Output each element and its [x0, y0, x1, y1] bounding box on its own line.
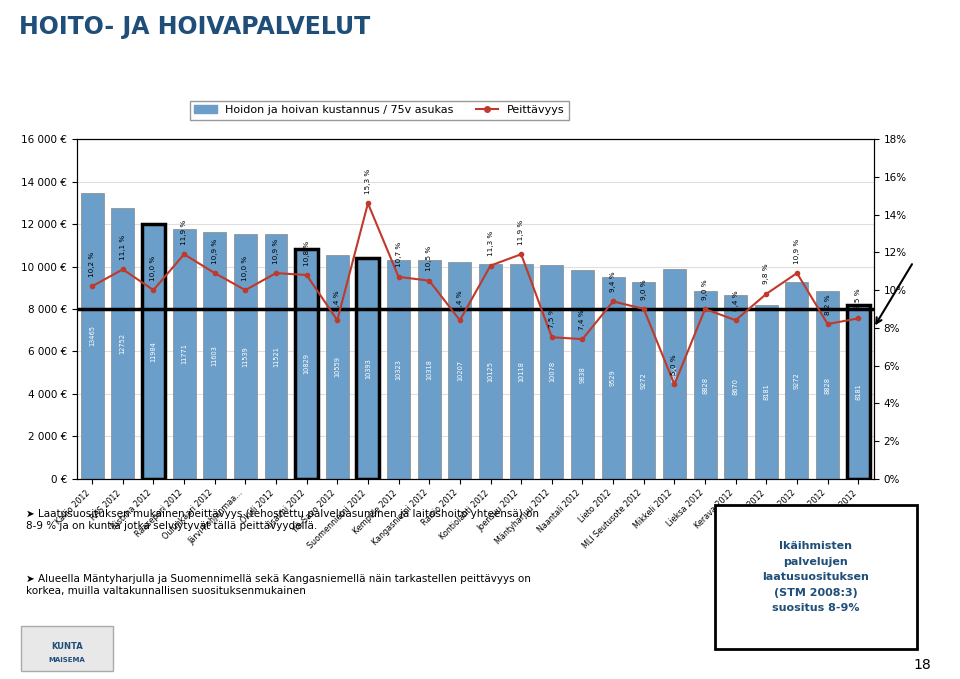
Text: 10207: 10207 [457, 360, 463, 381]
Text: 7,5 %: 7,5 % [549, 307, 555, 328]
Bar [387, 259, 410, 479]
Text: 10,0 %: 10,0 % [151, 255, 156, 280]
Bar [142, 224, 165, 479]
Bar [356, 258, 379, 479]
Text: 13465: 13465 [89, 325, 95, 346]
Text: 8670: 8670 [732, 378, 738, 395]
Text: MAISEMA: MAISEMA [49, 657, 85, 663]
Text: 10,8 %: 10,8 % [303, 240, 310, 265]
Text: 11,3 %: 11,3 % [488, 231, 493, 256]
FancyBboxPatch shape [714, 505, 918, 649]
Bar [540, 265, 564, 479]
Text: 11,9 %: 11,9 % [518, 219, 524, 245]
Text: 10125: 10125 [488, 361, 493, 382]
Text: 8828: 8828 [825, 377, 830, 394]
Bar [81, 193, 104, 479]
Text: 10,5 %: 10,5 % [426, 246, 432, 271]
Text: 8181: 8181 [763, 384, 769, 401]
Legend: Hoidon ja hoivan kustannus / 75v asukas, Peittävyys: Hoidon ja hoivan kustannus / 75v asukas,… [190, 100, 569, 120]
Bar [847, 305, 870, 479]
Text: 9,8 %: 9,8 % [763, 264, 769, 285]
Bar [479, 264, 502, 479]
Text: 5,0 %: 5,0 % [671, 354, 678, 375]
Text: 7,4 %: 7,4 % [580, 309, 586, 330]
Text: 10,0 %: 10,0 % [242, 255, 249, 280]
Text: 9,4 %: 9,4 % [611, 272, 616, 292]
Text: 9,0 %: 9,0 % [702, 279, 708, 299]
FancyBboxPatch shape [21, 625, 113, 672]
Bar [325, 255, 348, 479]
Text: 10829: 10829 [303, 353, 310, 374]
Text: 9,0 %: 9,0 % [640, 279, 647, 299]
Text: 10393: 10393 [365, 358, 371, 379]
Text: KUNTA: KUNTA [51, 642, 84, 650]
Bar [111, 208, 134, 479]
Text: TEHOSTETTU PALVELUASUMINEN JA LAITOSHOITO YHTEENSÄ: PEITTÄVYYS JA HOITO- JA
HOIV: TEHOSTETTU PALVELUASUMINEN JA LAITOSHOIT… [190, 79, 770, 115]
Text: 8,4 %: 8,4 % [334, 290, 340, 311]
Text: 10,7 %: 10,7 % [396, 242, 401, 268]
Text: 9529: 9529 [611, 369, 616, 386]
Bar [571, 270, 594, 479]
Text: ➤ Laatusuosituksen mukainen peittävyys (tehostettu palveluasuminen ja laitoshoit: ➤ Laatusuosituksen mukainen peittävyys (… [26, 509, 539, 531]
Bar [265, 234, 287, 479]
Text: 18: 18 [914, 658, 931, 672]
Bar [785, 282, 808, 479]
Text: 9272: 9272 [794, 372, 800, 389]
Text: Ikäihmisten
palvelujen
laatusuosituksen
(STM 2008:3)
suositus 8-9%: Ikäihmisten palvelujen laatusuosituksen … [762, 541, 870, 613]
Bar [602, 276, 625, 479]
Text: 11,1 %: 11,1 % [120, 235, 126, 260]
Text: 8828: 8828 [702, 377, 708, 394]
Text: 10078: 10078 [549, 361, 555, 382]
Text: 8181: 8181 [855, 384, 861, 401]
Text: 12752: 12752 [120, 333, 126, 354]
Text: ➤ Alueella Mäntyharjulla ja Suomennimellä sekä Kangasniemellä näin tarkastellen : ➤ Alueella Mäntyharjulla ja Suomennimell… [26, 574, 531, 596]
Text: 10,9 %: 10,9 % [273, 238, 279, 263]
Text: 9838: 9838 [580, 366, 586, 383]
Bar [448, 262, 471, 479]
Text: 11539: 11539 [242, 346, 249, 367]
Text: 9272: 9272 [640, 372, 647, 389]
Text: 8,5 %: 8,5 % [855, 289, 861, 309]
Text: 10318: 10318 [426, 359, 432, 380]
Bar [724, 295, 747, 479]
Text: HOITO- JA HOIVAPALVELUT: HOITO- JA HOIVAPALVELUT [19, 16, 371, 39]
Text: 11771: 11771 [181, 344, 187, 364]
Bar [755, 305, 778, 479]
Text: 15,3 %: 15,3 % [365, 168, 371, 194]
Text: 10,9 %: 10,9 % [794, 238, 800, 263]
Bar [693, 291, 716, 479]
Bar [663, 269, 685, 479]
Text: 8,2 %: 8,2 % [825, 294, 830, 314]
Text: 8,4 %: 8,4 % [457, 290, 463, 311]
Bar [418, 260, 441, 479]
Text: 10,9 %: 10,9 % [212, 238, 218, 263]
Bar [510, 264, 533, 479]
Bar [633, 282, 656, 479]
Text: 10559: 10559 [334, 356, 340, 377]
Bar [204, 232, 227, 479]
Text: 11984: 11984 [151, 341, 156, 362]
Bar [173, 229, 196, 479]
Text: 9884: 9884 [671, 365, 678, 382]
Bar [295, 249, 318, 479]
Text: 10118: 10118 [518, 361, 524, 382]
Text: 11,9 %: 11,9 % [181, 219, 187, 245]
Text: 10,2 %: 10,2 % [89, 252, 95, 277]
Text: 11603: 11603 [212, 345, 218, 366]
Text: 8,4 %: 8,4 % [732, 290, 738, 311]
Bar [234, 234, 257, 479]
Text: 11521: 11521 [273, 346, 279, 367]
Bar [816, 291, 839, 479]
Text: 10323: 10323 [396, 359, 401, 380]
